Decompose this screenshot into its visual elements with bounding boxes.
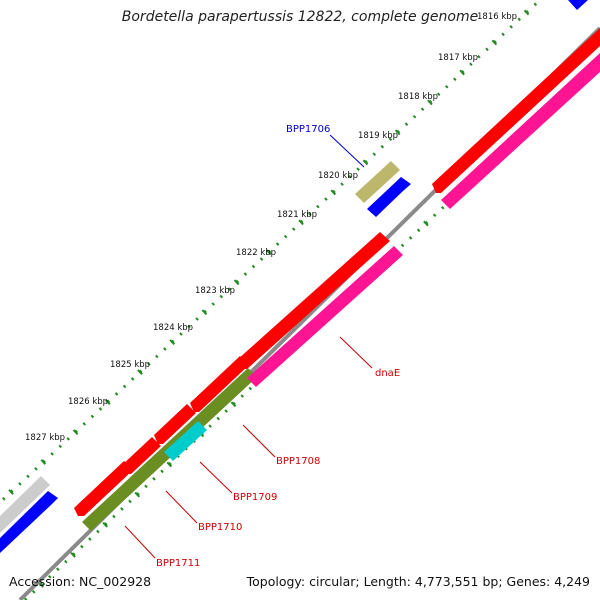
outer-major-tick-8 [266,249,272,256]
outer-major-tick-6 [201,309,208,316]
outer-major-tick-3 [104,399,111,405]
outer-major-tick-9 [298,219,304,226]
tick-label-1817: 1817 kbp [438,53,478,63]
outer-major-ticks [8,9,530,495]
gene-label-bpp1710: BPP1710 [198,522,242,533]
cyan-feature [164,421,207,461]
gene-label-bpp1709: BPP1709 [233,492,277,503]
blue-feature-mid [367,177,411,217]
tick-label-1822: 1822 kbp [236,248,276,258]
connector-bpp1710 [165,490,198,524]
gene-label-dnae: dnaE [375,368,400,379]
topology-text: Topology: circular; Length: 4,773,551 bp… [246,574,590,589]
connector-bpp1709 [199,461,233,494]
outer-major-tick-5 [169,339,175,346]
blue-feature-left [0,491,58,553]
inner-major-tick-2 [102,521,108,528]
gene-label-bpp1708: BPP1708 [276,456,320,467]
outer-major-tick-11 [362,159,369,166]
tick-label-1820: 1820 kbp [318,171,358,181]
tick-label-1827: 1827 kbp [25,433,65,443]
connector-bpp1706 [329,134,365,168]
gene-label-bpp1711: BPP1711 [156,558,200,569]
inner-major-tick-3 [134,491,141,498]
tick-label-1819: 1819 kbp [358,131,398,141]
connector-bpp1711 [124,525,156,559]
pink-cds-right [441,53,600,209]
inner-major-tick-12 [423,220,429,227]
inner-major-tick-0 [38,582,44,588]
map-title: Bordetella parapertussis 12822, complete… [121,9,479,25]
gray-feature [0,476,50,533]
red-cds-1 [74,461,133,516]
tick-label-1826: 1826 kbp [68,397,108,407]
outer-major-tick-2 [72,429,79,435]
khaki-feature [355,161,400,203]
outer-major-tick-0 [8,489,14,495]
inner-major-tick-6 [230,401,237,408]
red-cds-2 [122,437,161,474]
red-cds-4 [190,356,249,412]
blue-feature-top [568,0,588,10]
connector-dnae [339,336,373,369]
outer-major-tick-1 [40,459,47,465]
tick-label-1824: 1824 kbp [153,323,193,333]
tick-label-1823: 1823 kbp [195,286,235,296]
outer-major-tick-10 [330,189,337,196]
outer-major-tick-14 [459,69,465,76]
outer-major-tick-4 [137,369,143,376]
outer-major-tick-7 [233,279,240,286]
tick-label-1818: 1818 kbp [398,92,438,102]
outer-major-tick-13 [427,99,433,106]
tick-label-1825: 1825 kbp [110,360,150,370]
inner-major-tick-1 [70,551,76,558]
connector-bpp1708 [242,424,276,458]
tick-label-1816: 1816 kbp [477,12,517,22]
outer-major-tick-15 [491,39,498,46]
outer-major-tick-16 [523,9,530,16]
red-cds-right [432,28,600,193]
outer-major-tick-12 [394,129,401,136]
inner-major-tick-4 [166,461,173,468]
red-cds-3 [154,404,196,444]
red-cds-dnaE [237,232,390,369]
accession-text: Accession: NC_002928 [9,574,152,589]
pink-cds-dnaE [247,246,403,387]
tick-label-1821: 1821 kbp [277,210,317,220]
gene-label-bpp1706: BPP1706 [286,124,330,135]
